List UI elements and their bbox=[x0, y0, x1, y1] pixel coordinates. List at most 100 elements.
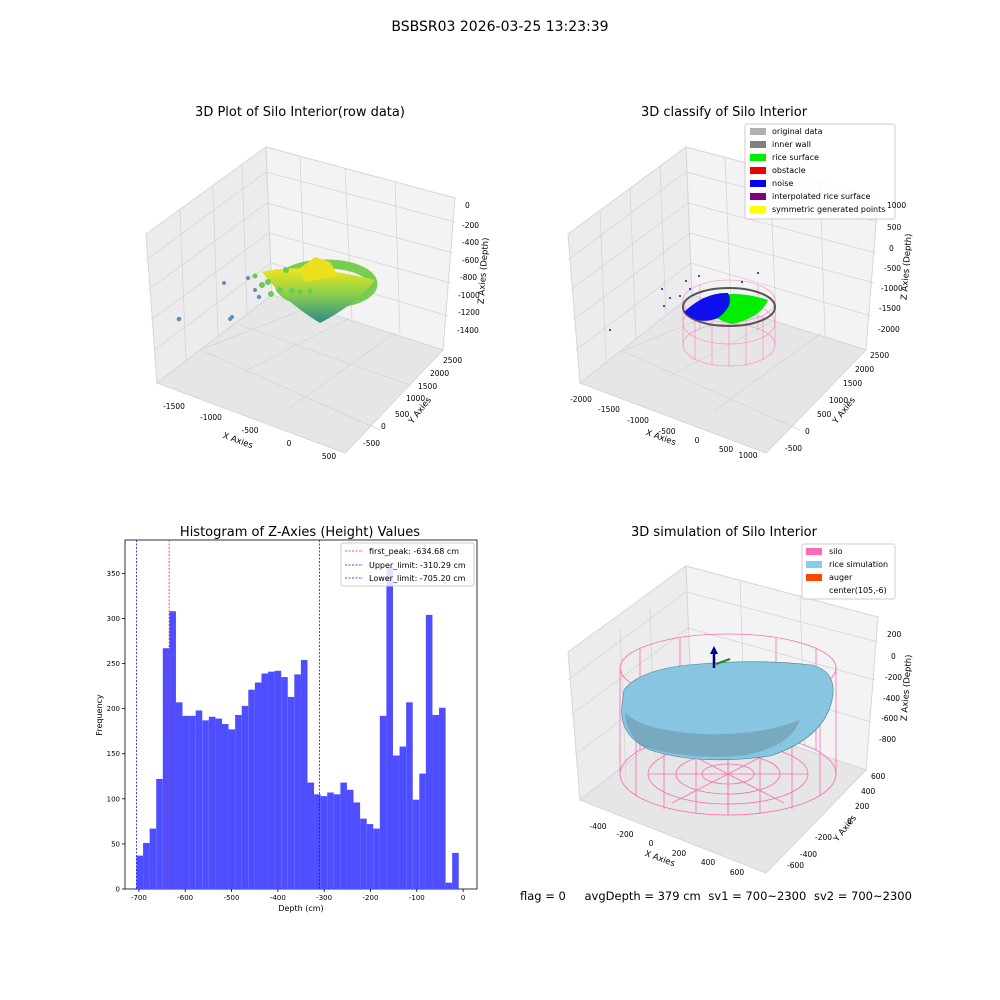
tick-label: -400 bbox=[462, 238, 479, 247]
legend-label: first_peak: -634.68 cm bbox=[369, 547, 459, 556]
legend-item: Lower_limit: -705.20 cm bbox=[345, 574, 466, 583]
hist-bar bbox=[399, 746, 407, 889]
tick-label: 2500 bbox=[443, 356, 462, 365]
tick-label: -1000 bbox=[200, 413, 222, 422]
hist-bars bbox=[136, 567, 459, 889]
panel2-inner-wall-ring bbox=[682, 287, 776, 327]
tick-label: -400 bbox=[589, 822, 606, 831]
panel4-z-ticks: 200 0 -200 -400 -600 -800 bbox=[879, 630, 902, 744]
hist-bar bbox=[235, 714, 242, 889]
tick-label: 350 bbox=[107, 570, 120, 578]
tick-label: 0 bbox=[465, 201, 470, 210]
tick-label: -500 bbox=[658, 427, 675, 436]
hist-bar bbox=[281, 677, 288, 889]
panel1-rice-cone bbox=[262, 268, 375, 323]
sv2-text: sv2 = 700~2300 bbox=[813, 889, 912, 903]
legend-item: noise bbox=[750, 179, 793, 188]
panel1-floor-pane bbox=[155, 294, 444, 454]
panel4-auger-arm bbox=[715, 658, 731, 665]
legend-label: rice simulation bbox=[829, 560, 888, 569]
panel-raw-3d: 3D Plot of Silo Interior(row data) bbox=[145, 105, 491, 461]
tick-label: -400 bbox=[883, 694, 900, 703]
tick-label: -600 bbox=[177, 894, 193, 902]
legend-box bbox=[744, 123, 896, 220]
legend-swatch bbox=[750, 128, 766, 135]
legend-swatch bbox=[750, 141, 766, 148]
tick-label: -1000 bbox=[458, 291, 480, 300]
tick-label: -500 bbox=[224, 894, 240, 902]
hist-bar bbox=[445, 882, 453, 889]
legend-box bbox=[340, 542, 475, 587]
tick-label: -200 bbox=[363, 894, 379, 902]
tick-label: -500 bbox=[884, 264, 901, 273]
sv1-text: sv1 = 700~2300 bbox=[708, 889, 807, 903]
legend-item: rice surface bbox=[750, 153, 819, 162]
tick-label: 0 bbox=[116, 886, 120, 894]
legend-label: obstacle bbox=[772, 166, 806, 175]
hist-bar bbox=[136, 855, 144, 889]
tick-label: -700 bbox=[131, 894, 147, 902]
tick-label: 200 bbox=[107, 705, 120, 713]
legend-label: original data bbox=[772, 127, 823, 136]
tick-label: -1200 bbox=[458, 308, 480, 317]
hist-bar bbox=[156, 778, 163, 889]
tick-label: 0 bbox=[461, 894, 465, 902]
panel2-noise-cluster bbox=[684, 292, 731, 321]
legend-item: rice simulation bbox=[806, 560, 888, 569]
tick-label: 600 bbox=[871, 772, 886, 781]
figure-suptitle: BSBSR03 2026-03-25 13:23:39 bbox=[391, 19, 608, 35]
panel4-rice-shading bbox=[625, 712, 800, 757]
legend-swatch bbox=[806, 561, 822, 568]
panel2-noise-points bbox=[609, 272, 759, 331]
tick-label: 0 bbox=[889, 244, 894, 253]
legend-label: interpolated rice surface bbox=[772, 192, 870, 201]
flag-text: flag = 0 bbox=[520, 889, 566, 903]
tick-label: -1500 bbox=[879, 304, 901, 313]
tick-label: -800 bbox=[879, 735, 896, 744]
hist-bar bbox=[254, 682, 262, 889]
legend-item: symmetric generated points bbox=[750, 205, 885, 214]
tick-label: -600 bbox=[787, 861, 804, 870]
tick-label: 400 bbox=[861, 787, 876, 796]
legend-label: auger bbox=[829, 573, 853, 582]
hist-bar bbox=[182, 715, 190, 889]
tick-label: 1000 bbox=[406, 394, 425, 403]
panel4-y-ticks: -600 -400 -200 0 200 400 600 bbox=[787, 772, 886, 870]
legend-label: silo bbox=[829, 547, 843, 556]
hist-bar bbox=[360, 818, 367, 889]
tick-label: 1000 bbox=[738, 451, 757, 460]
panel2-z-ticks: 1000 500 0 -500 -1000 -1500 -2000 bbox=[878, 201, 906, 334]
legend-label: Lower_limit: -705.20 cm bbox=[369, 574, 466, 583]
hist-bar bbox=[215, 718, 222, 889]
tick-label: 500 bbox=[322, 452, 337, 461]
tick-label: 200 bbox=[672, 849, 687, 858]
hist-bar bbox=[195, 710, 203, 889]
tick-label: 50 bbox=[111, 840, 120, 848]
hist-bar bbox=[333, 794, 341, 889]
status-footer: flag = 0 avgDepth = 379 cm sv1 = 700~230… bbox=[520, 889, 916, 903]
tick-label: 500 bbox=[817, 410, 832, 419]
hist-bar bbox=[327, 792, 334, 889]
tick-label: 250 bbox=[107, 660, 120, 668]
panel4-ylabel: Y Axies bbox=[831, 813, 859, 845]
tick-label: -200 bbox=[616, 830, 633, 839]
legend-swatch bbox=[750, 154, 766, 161]
tick-label: 2000 bbox=[430, 369, 449, 378]
hist-xlabel: Depth (cm) bbox=[278, 904, 323, 913]
hist-bar bbox=[294, 674, 301, 889]
tick-label: 200 bbox=[887, 630, 902, 639]
panel1-y-ticks: -500 0 500 1000 1500 2000 2500 bbox=[363, 356, 462, 448]
tick-label: 1000 bbox=[887, 201, 906, 210]
hist-bar bbox=[412, 799, 420, 889]
tick-label: 0 bbox=[847, 817, 852, 826]
panel4-auger-arrow bbox=[710, 646, 718, 654]
hist-bar bbox=[175, 702, 183, 889]
hist-bar bbox=[406, 702, 413, 889]
hist-bar bbox=[452, 852, 459, 889]
hist-bar bbox=[149, 828, 157, 889]
tick-label: 1000 bbox=[829, 396, 848, 405]
panel3-title: Histogram of Z-Axies (Height) Values bbox=[180, 525, 420, 540]
legend-swatch bbox=[806, 548, 822, 555]
tick-label: 2000 bbox=[855, 365, 874, 374]
panel1-title: 3D Plot of Silo Interior(row data) bbox=[195, 105, 405, 120]
